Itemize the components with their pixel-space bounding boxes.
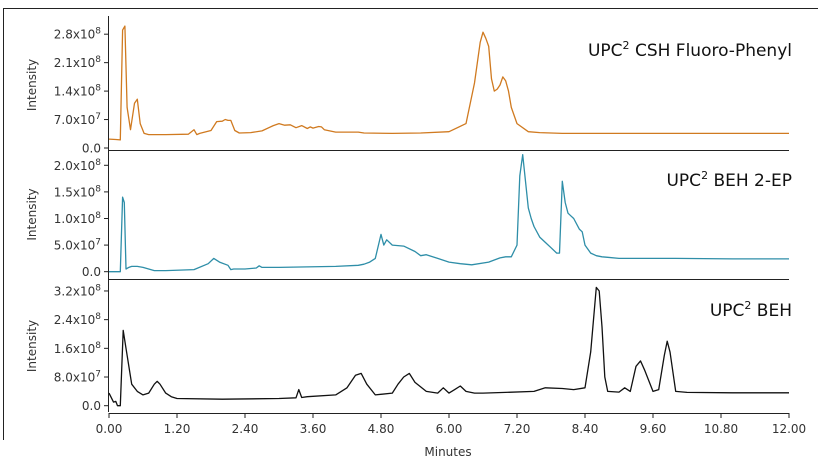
series-line-3 bbox=[108, 286, 789, 407]
x-tick-label: 4.80 bbox=[368, 422, 395, 436]
x-axis: 0.00 1.20 2.40 3.60 4.80 6.00 7.20 8.40 9.60 10.8… bbox=[96, 413, 806, 436]
y-tick-label: 2.4x108 bbox=[54, 312, 101, 327]
y-tick-label: 1.5x108 bbox=[54, 184, 101, 199]
x-tick-label: 7.20 bbox=[504, 422, 531, 436]
x-tick-label: 0.00 bbox=[96, 422, 123, 436]
x-tick-label: 6.00 bbox=[436, 422, 463, 436]
y-tick-label: 5.0x107 bbox=[54, 238, 101, 253]
x-tick-label: 1.20 bbox=[164, 422, 191, 436]
y-tick-label: 8.0x107 bbox=[54, 370, 101, 385]
y-axis-label: Intensity bbox=[25, 59, 39, 111]
panel-2: 0.0 5.0x107 1.0x108 1.5x108 2.0x108 Intensity… bbox=[25, 146, 792, 280]
x-tick-label: 8.40 bbox=[572, 422, 599, 436]
y-axis-label: Intensity bbox=[25, 320, 39, 372]
y-tick-label: 0.0 bbox=[82, 265, 101, 279]
y-tick-label: 1.0x108 bbox=[54, 211, 101, 226]
x-axis-label: Minutes bbox=[424, 445, 471, 459]
y-tick-label: 2.1x108 bbox=[54, 55, 101, 70]
panel-1: 0.0 7.0x107 1.4x108 2.1x108 2.8x108 Intensity… bbox=[25, 16, 792, 156]
y-tick-label: 1.6x108 bbox=[54, 341, 101, 356]
y-tick-label: 2.8x108 bbox=[54, 27, 101, 42]
x-tick-label: 2.40 bbox=[232, 422, 259, 436]
y-tick-label: 0.0 bbox=[82, 399, 101, 413]
y-tick-label: 3.2x108 bbox=[54, 283, 101, 298]
y-tick-label: 1.4x108 bbox=[54, 84, 101, 99]
y-tick-label: 0.0 bbox=[82, 142, 101, 156]
panel-title: UPC2 BEH bbox=[710, 299, 792, 321]
x-tick-label: 9.60 bbox=[640, 422, 667, 436]
panel-3: 0.0 8.0x107 1.6x108 2.4x108 3.2x108 Intensity… bbox=[25, 276, 792, 413]
panel-title: UPC2 BEH 2-EP bbox=[666, 169, 792, 191]
panels-group: 0.0 7.0x107 1.4x108 2.1x108 2.8x108 Intensity… bbox=[25, 16, 792, 413]
x-tick-label: 3.60 bbox=[300, 422, 327, 436]
y-tick-label: 2.0x108 bbox=[54, 158, 101, 173]
x-tick-label: 12.00 bbox=[772, 422, 806, 436]
series-line-2 bbox=[109, 154, 789, 273]
x-tick-label: 10.80 bbox=[704, 422, 738, 436]
y-tick-label: 7.0x107 bbox=[54, 112, 101, 127]
panel-title: UPC2 CSH Fluoro-Phenyl bbox=[588, 39, 792, 61]
y-axis-label: Intensity bbox=[25, 188, 39, 240]
series-line-1 bbox=[108, 25, 789, 141]
